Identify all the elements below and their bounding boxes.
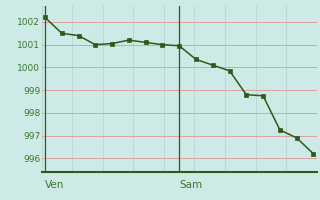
Text: Ven: Ven [45, 180, 64, 190]
Text: Sam: Sam [179, 180, 202, 190]
